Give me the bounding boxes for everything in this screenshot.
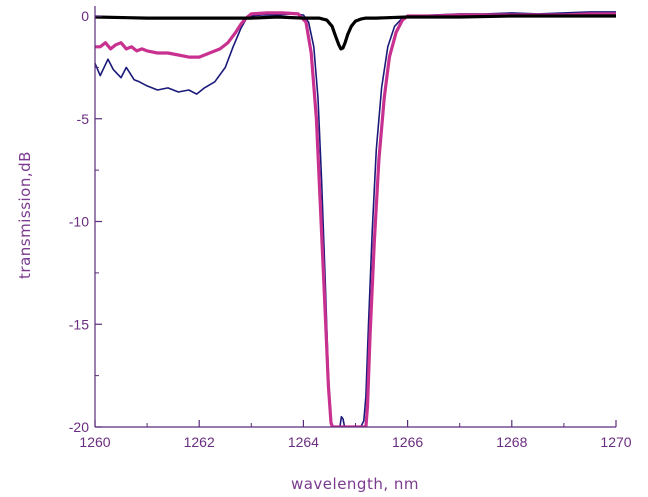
y-tick-label: -10	[69, 214, 89, 230]
x-tick-label: 1260	[79, 434, 110, 450]
ticks-layer: 1260 1262 1264 1266 1268 1270 0 -5 -10 -15 -20	[69, 8, 632, 450]
x-axis-label: wavelength, nm	[291, 475, 419, 493]
x-tick-label: 1268	[496, 434, 527, 450]
x-tick-label: 1266	[392, 434, 423, 450]
y-tick-label: 0	[81, 8, 89, 24]
y-axis-label: transmission,dB	[16, 151, 34, 279]
x-tick-label: 1270	[600, 434, 631, 450]
axes-layer	[94, 6, 616, 428]
x-tick-label: 1262	[184, 434, 215, 450]
y-tick-label: -15	[69, 316, 89, 332]
series-line-2	[95, 11, 616, 427]
y-tick-label: -20	[69, 419, 89, 435]
series-line-1	[95, 11, 616, 427]
series-line-3	[95, 14, 616, 51]
series-layer	[95, 11, 616, 427]
x-tick-label: 1264	[288, 434, 319, 450]
y-tick-label: -5	[77, 111, 90, 127]
